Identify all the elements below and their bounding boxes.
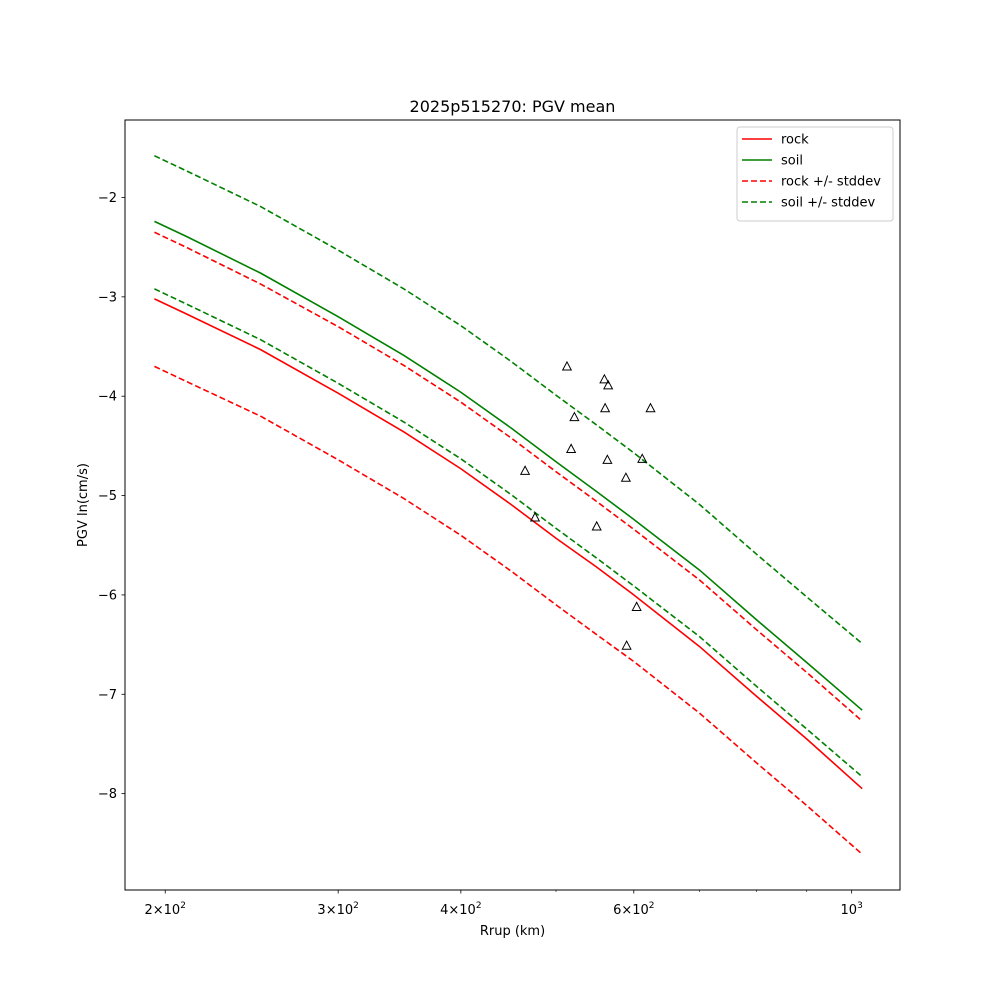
y-tick-label: −7	[98, 688, 117, 703]
observation-point	[602, 454, 613, 464]
y-tick-label: −4	[98, 390, 117, 405]
x-tick-label: 4×102	[440, 901, 481, 918]
y-tick-label: −6	[98, 588, 117, 603]
x-axis-label: Rrup (km)	[480, 924, 545, 939]
y-axis-label: PGV ln(cm/s)	[76, 463, 91, 547]
observation-point	[620, 472, 632, 482]
series-line-2	[154, 231, 863, 722]
legend-box	[736, 126, 894, 222]
legend: rock soil rock +/- stddev soil +/- stddev	[736, 126, 894, 222]
observation-point	[645, 402, 656, 413]
x-tick-label: 3×102	[317, 901, 358, 918]
observation-point	[565, 443, 577, 453]
y-tick-label: −2	[98, 191, 117, 206]
legend-label: soil +/- stddev	[781, 196, 876, 211]
series-line-4	[154, 155, 863, 645]
observation-point	[599, 402, 611, 413]
observation-point	[603, 379, 614, 390]
y-tick-label: −3	[98, 290, 117, 305]
observation-point	[569, 411, 580, 422]
observation-point	[637, 453, 648, 463]
observation-point	[621, 640, 632, 650]
observation-point	[519, 465, 531, 475]
y-tick-label: −5	[98, 489, 117, 504]
legend-label: rock +/- stddev	[781, 175, 881, 190]
x-tick-label: 2×102	[144, 901, 185, 918]
x-tick-label: 103	[841, 901, 863, 918]
chart-title: 2025p515270: PGV mean	[410, 97, 616, 116]
series-line-1	[154, 220, 863, 711]
observation-point	[529, 511, 541, 522]
x-tick-label: 6×102	[613, 901, 654, 918]
y-tick-label: −8	[98, 787, 117, 802]
observation-point	[599, 373, 610, 384]
plot-frame	[124, 119, 901, 891]
observation-point	[561, 360, 573, 371]
legend-label: rock	[781, 133, 809, 148]
legend-label: soil	[781, 154, 803, 169]
series-line-5	[154, 288, 863, 778]
series-line-3	[154, 365, 863, 855]
observation-point	[591, 520, 602, 531]
observation-point	[631, 601, 642, 611]
